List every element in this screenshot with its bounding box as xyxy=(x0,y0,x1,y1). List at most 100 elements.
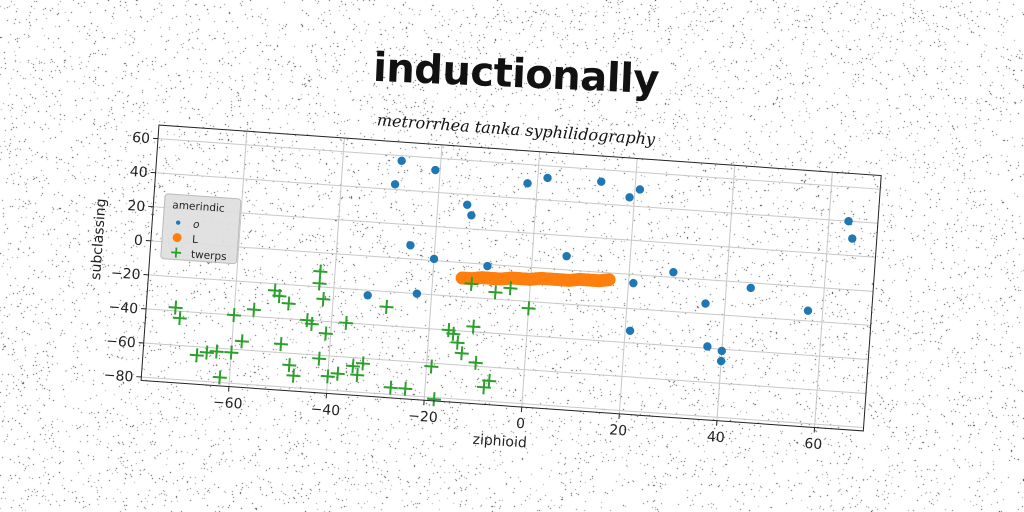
data-point-twerps xyxy=(426,392,442,407)
data-point-twerps xyxy=(466,319,481,334)
data-point-twerps xyxy=(313,264,328,279)
x-tick-label: 40 xyxy=(706,429,725,446)
data-point-twerps xyxy=(282,358,297,373)
legend-label-l: L xyxy=(192,234,199,246)
data-point-o xyxy=(746,283,755,293)
grid-line-y xyxy=(157,138,881,190)
grid-line-x xyxy=(618,158,638,414)
plus-marker-v xyxy=(174,247,178,258)
data-point-twerps xyxy=(234,334,249,349)
plus-marker-v xyxy=(474,355,478,370)
plus-marker-v xyxy=(355,367,359,383)
plus-marker-v xyxy=(389,380,393,395)
y-tick-label: 0 xyxy=(133,233,143,250)
data-point-twerps xyxy=(350,367,365,383)
tick-layer: −60 −40 −20 0 20 40 60 60 40 20 0 −20 −40 −60 −80 xyxy=(103,130,823,453)
plus-marker-v xyxy=(487,373,491,388)
data-point-o xyxy=(406,241,415,250)
plus-marker-v xyxy=(326,369,330,384)
grid-line-y xyxy=(153,206,876,258)
data-point-twerps xyxy=(286,368,301,383)
plus-marker-v xyxy=(344,315,348,330)
legend-label-twerps: twerps xyxy=(191,249,227,263)
data-point-twerps xyxy=(246,302,261,317)
grid-line-y xyxy=(141,376,864,429)
data-point-twerps xyxy=(398,381,413,396)
data-point-twerps xyxy=(521,301,536,316)
data-point-twerps xyxy=(212,370,227,385)
plus-marker-v xyxy=(429,359,433,374)
data-point-o xyxy=(543,173,552,183)
data-point-twerps xyxy=(468,355,483,370)
data-point-twerps xyxy=(454,346,469,361)
plus-marker-v xyxy=(527,301,531,316)
data-point-o xyxy=(844,216,853,226)
data-point-twerps xyxy=(224,345,239,360)
plus-marker-v xyxy=(460,346,464,361)
x-tick-label: 20 xyxy=(609,422,628,439)
data-point-o xyxy=(397,156,406,166)
plus-marker-v xyxy=(385,299,389,314)
data-point-twerps xyxy=(226,308,241,323)
grid-line-x xyxy=(326,137,345,394)
data-point-twerps xyxy=(450,335,465,350)
plus-marker-v xyxy=(321,292,325,307)
plus-marker-v xyxy=(432,392,436,407)
plus-marker-v xyxy=(287,358,291,373)
data-point-twerps xyxy=(383,380,398,395)
y-tick-label: −80 xyxy=(103,367,134,385)
data-point-twerps xyxy=(199,345,214,360)
data-point-o xyxy=(429,254,439,264)
plus-marker-v xyxy=(305,313,309,328)
data-point-o xyxy=(701,299,710,308)
plus-marker-v xyxy=(471,319,475,334)
data-point-o xyxy=(363,291,372,300)
plus-marker-v xyxy=(232,308,236,323)
plus-marker-v xyxy=(277,288,281,304)
data-point-twerps xyxy=(273,336,288,352)
x-tick-label: −60 xyxy=(212,395,243,413)
data-point-twerps xyxy=(312,276,327,291)
data-point-o xyxy=(463,200,472,209)
plus-marker-v xyxy=(403,381,407,396)
plus-marker-v xyxy=(218,370,222,385)
data-point-twerps xyxy=(424,359,439,374)
data-point-twerps xyxy=(482,373,497,388)
y-tick-label: −20 xyxy=(110,265,141,283)
plus-marker-v xyxy=(279,336,283,352)
x-tick-label: −20 xyxy=(408,408,439,426)
data-point-o xyxy=(431,165,440,175)
data-point-twerps xyxy=(320,369,335,384)
plus-marker-v xyxy=(310,316,314,331)
grid-line-y xyxy=(155,172,878,224)
data-point-o xyxy=(562,252,571,261)
data-point-twerps xyxy=(318,326,333,341)
legend-marker-twerps xyxy=(171,247,182,258)
plus-marker-v xyxy=(240,334,244,349)
legend-label-o: o xyxy=(193,219,200,231)
data-point-o xyxy=(390,180,400,189)
legend-markers xyxy=(171,220,182,258)
x-tick-label: 0 xyxy=(516,416,526,433)
plus-marker-v xyxy=(291,368,295,383)
y-axis-label: subclassing xyxy=(88,198,110,280)
plus-marker-v xyxy=(493,285,497,300)
grid-line-x xyxy=(228,131,248,387)
grid-line-y xyxy=(143,342,866,394)
data-point-twerps xyxy=(272,288,287,304)
data-point-twerps xyxy=(172,311,187,326)
x-axis-label: ziphioid xyxy=(472,432,527,452)
legend: amerindic o L twerps xyxy=(160,193,242,265)
axes-frame xyxy=(140,124,882,432)
data-point-twerps xyxy=(209,344,224,359)
data-point-o xyxy=(717,346,727,356)
data-point-twerps xyxy=(281,296,296,311)
data-point-o xyxy=(703,342,712,351)
y-tick-label: 40 xyxy=(129,164,148,181)
data-point-l xyxy=(602,273,616,287)
data-point-twerps xyxy=(316,292,331,307)
data-point-o xyxy=(629,278,638,288)
x-tick-label: −40 xyxy=(310,401,341,419)
plus-marker-v xyxy=(317,351,321,366)
plus-marker-v xyxy=(287,296,291,311)
